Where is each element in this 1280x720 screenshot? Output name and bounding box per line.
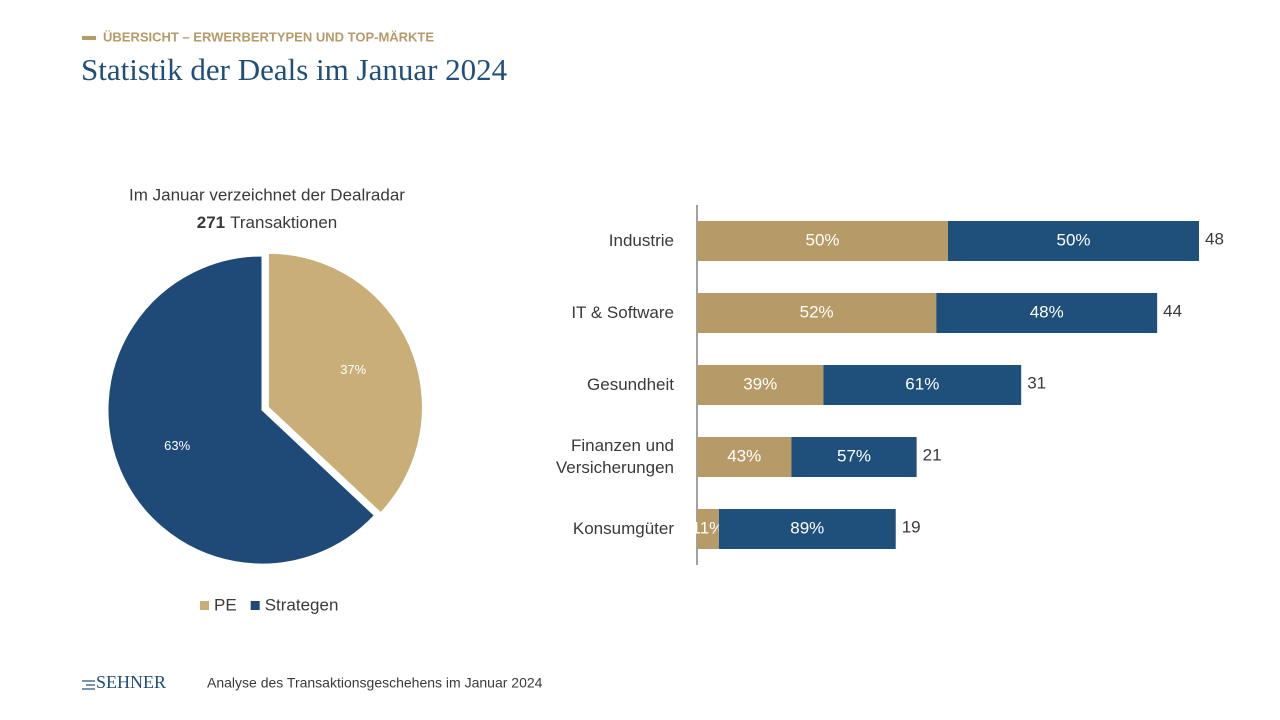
pie-title: Im Januar verzeichnet der Dealradar bbox=[129, 185, 405, 204]
category-label: Gesundheit bbox=[587, 375, 674, 394]
category-label: Konsumgüter bbox=[572, 519, 674, 538]
bar-segment bbox=[791, 437, 917, 477]
legend-swatch bbox=[200, 601, 209, 610]
category-label: Finanzen und Versicherungen bbox=[555, 436, 674, 477]
bar-total: 48 bbox=[1205, 229, 1224, 248]
bar-label: 61% bbox=[905, 374, 939, 393]
logo: SEHNER bbox=[96, 672, 166, 692]
bar-segment bbox=[697, 221, 948, 261]
legend-swatch bbox=[250, 601, 260, 610]
kicker: ÜBERSICHT – ERWERBERTYPEN UND TOP-MÄRKTE bbox=[103, 29, 434, 44]
bar-total: 21 bbox=[923, 445, 942, 464]
bar-label: 50% bbox=[805, 230, 839, 249]
bar-label: 57% bbox=[837, 446, 871, 465]
bar-label: 43% bbox=[727, 446, 761, 465]
bar-label: 11% bbox=[692, 518, 725, 537]
logo-lines bbox=[82, 680, 95, 690]
pie-slice bbox=[107, 255, 375, 565]
bar-label: 48% bbox=[1030, 302, 1064, 321]
bar-segment bbox=[697, 509, 719, 549]
bar-segment bbox=[823, 365, 1022, 405]
title: Statistik der Deals im Januar 2024 bbox=[81, 52, 508, 87]
bar-segment bbox=[697, 365, 824, 405]
bar-segment bbox=[697, 293, 937, 333]
pie-total: 271 bbox=[197, 213, 225, 232]
bar-total: 19 bbox=[902, 517, 921, 536]
bar-label: 50% bbox=[1056, 230, 1090, 249]
kicker-dash bbox=[82, 36, 96, 40]
footer-text: Analyse des Transaktionsgeschehens im Ja… bbox=[207, 675, 543, 691]
pie-subtitle: 271 Transaktionen bbox=[197, 213, 337, 232]
pie-label: 37% bbox=[340, 362, 366, 377]
pie-total-label: Transaktionen bbox=[230, 213, 337, 232]
bar-segment bbox=[936, 293, 1158, 333]
bar-segment bbox=[948, 221, 1199, 261]
legend-label: PE bbox=[214, 595, 237, 614]
pie-label: 63% bbox=[164, 438, 190, 453]
bar-segment bbox=[718, 509, 896, 549]
pie-slice bbox=[267, 252, 423, 514]
legend-label: Strategen bbox=[265, 595, 339, 614]
bar-segment bbox=[697, 437, 792, 477]
category-label: IT & Software bbox=[571, 303, 674, 322]
bar-label: 52% bbox=[800, 302, 834, 321]
category-label: Industrie bbox=[608, 231, 674, 250]
bar-label: 39% bbox=[743, 374, 777, 393]
bar-total: 44 bbox=[1163, 301, 1182, 320]
bar-total: 31 bbox=[1027, 373, 1046, 392]
bar-label: 89% bbox=[790, 518, 824, 537]
